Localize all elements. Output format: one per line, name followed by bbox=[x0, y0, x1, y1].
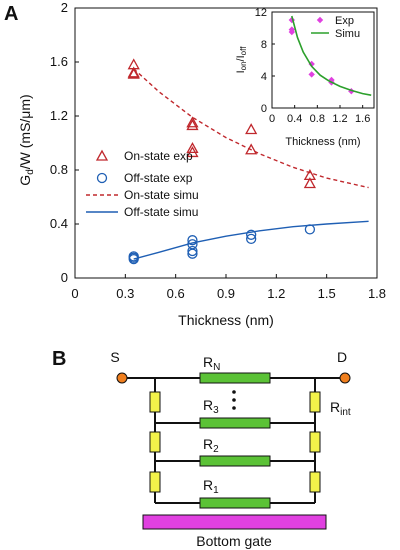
off-state-exp-point bbox=[128, 253, 139, 265]
resistor-rn bbox=[199, 372, 271, 384]
inset-exp-point bbox=[308, 71, 315, 78]
inset-x-label: Thickness (nm) bbox=[285, 136, 360, 148]
main-series bbox=[127, 58, 369, 265]
y-tick-label: 0.4 bbox=[50, 216, 68, 231]
x-tick-label: 0.9 bbox=[217, 286, 235, 301]
panel-a-letter: A bbox=[4, 3, 18, 25]
main-y-label: Gd/W (mS/μm) bbox=[17, 94, 36, 185]
resistor-r1 bbox=[199, 497, 271, 509]
on-state-exp-point bbox=[303, 177, 316, 189]
off-state-exp-point bbox=[187, 245, 198, 257]
on-state-exp-point bbox=[186, 119, 199, 131]
inset-plot bbox=[271, 11, 375, 109]
drain-terminal bbox=[339, 372, 351, 384]
contact-resistors bbox=[149, 391, 321, 493]
main-legend: On-state exp Off-state exp On-state simu Of… bbox=[86, 149, 199, 219]
inset-y-tick-label: 12 bbox=[255, 7, 267, 19]
inset-y-tick-label: 8 bbox=[261, 39, 267, 51]
drain-label: D bbox=[337, 349, 347, 365]
label-r3: R3 bbox=[203, 397, 219, 416]
panel-b-letter: B bbox=[52, 348, 66, 370]
main-y-ticks: 0 0.4 0.8 1.2 1.6 2 bbox=[50, 0, 79, 285]
bottom-gate bbox=[142, 514, 327, 530]
off-state-exp-point bbox=[187, 235, 198, 246]
y-tick-label: 0.8 bbox=[50, 162, 68, 177]
inset-legend-marker bbox=[316, 16, 324, 24]
label-rint: Rint bbox=[330, 399, 351, 418]
on-state-simu-line bbox=[133, 68, 369, 189]
x-tick-label: 0.3 bbox=[116, 286, 134, 301]
main-x-label: Thickness (nm) bbox=[178, 312, 274, 328]
inset-legend-label: Exp bbox=[335, 15, 354, 27]
off-state-exp-point bbox=[187, 248, 198, 259]
x-tick-label: 0.6 bbox=[167, 286, 185, 301]
off-state-exp-point bbox=[246, 229, 257, 240]
bottom-gate-label: Bottom gate bbox=[196, 533, 272, 549]
on-state-exp-point bbox=[245, 123, 258, 135]
label-r2: R2 bbox=[203, 436, 219, 455]
y-tick-label: 0 bbox=[61, 270, 68, 285]
inset-x-tick-label: 0.4 bbox=[287, 113, 302, 125]
on-state-exp-point bbox=[186, 116, 199, 128]
inset-series bbox=[288, 15, 372, 96]
inset-x-tick-label: 1.6 bbox=[355, 113, 370, 125]
ellipsis-dots bbox=[232, 390, 236, 410]
y-tick-label: 1.2 bbox=[50, 108, 68, 123]
inset-y-tick-label: 0 bbox=[261, 103, 267, 115]
resistor-r2 bbox=[199, 455, 271, 467]
y-tick-label: 1.6 bbox=[50, 54, 68, 69]
on-state-exp-point bbox=[186, 142, 199, 154]
off-state-exp-point bbox=[246, 233, 257, 245]
x-tick-label: 1.8 bbox=[368, 286, 386, 301]
on-state-exp-point bbox=[186, 146, 199, 158]
inset-x-tick-label: 0 bbox=[269, 113, 275, 125]
y-tick-label: 2 bbox=[61, 0, 68, 15]
main-x-ticks: 0 0.3 0.6 0.9 1.2 1.5 1.8 bbox=[71, 274, 386, 301]
legend-triangle-marker bbox=[95, 149, 109, 161]
inset-x-ticks: 0 0.4 0.8 1.2 1.6 bbox=[269, 105, 370, 125]
x-tick-label: 0 bbox=[71, 286, 78, 301]
legend-label: Off-state exp bbox=[124, 171, 193, 185]
legend-circle-marker bbox=[96, 172, 108, 184]
x-tick-label: 1.2 bbox=[267, 286, 285, 301]
inset-x-tick-label: 1.2 bbox=[332, 113, 347, 125]
on-state-exp-point bbox=[127, 67, 140, 79]
off-state-simu-line bbox=[133, 220, 369, 260]
inset-exp-point bbox=[288, 28, 296, 36]
inset-y-ticks: 0 4 8 12 bbox=[255, 7, 275, 115]
inset-simu-line bbox=[291, 15, 372, 96]
legend-label: Off-state simu bbox=[124, 205, 198, 219]
inset-y-tick-label: 4 bbox=[261, 71, 267, 83]
x-tick-label: 1.5 bbox=[318, 286, 336, 301]
legend-label: On-state simu bbox=[124, 188, 199, 202]
inset-y-label: Ion/Ioff bbox=[235, 46, 248, 74]
source-label: S bbox=[110, 349, 119, 365]
label-r1: R1 bbox=[203, 477, 219, 496]
inset-legend-label: Simu bbox=[335, 28, 360, 40]
resistor-r3 bbox=[199, 417, 271, 429]
source-terminal bbox=[116, 372, 128, 384]
label-rn: RN bbox=[203, 354, 220, 373]
on-state-exp-point bbox=[127, 66, 140, 78]
inset-x-tick-label: 0.8 bbox=[310, 113, 325, 125]
legend-label: On-state exp bbox=[124, 149, 193, 163]
